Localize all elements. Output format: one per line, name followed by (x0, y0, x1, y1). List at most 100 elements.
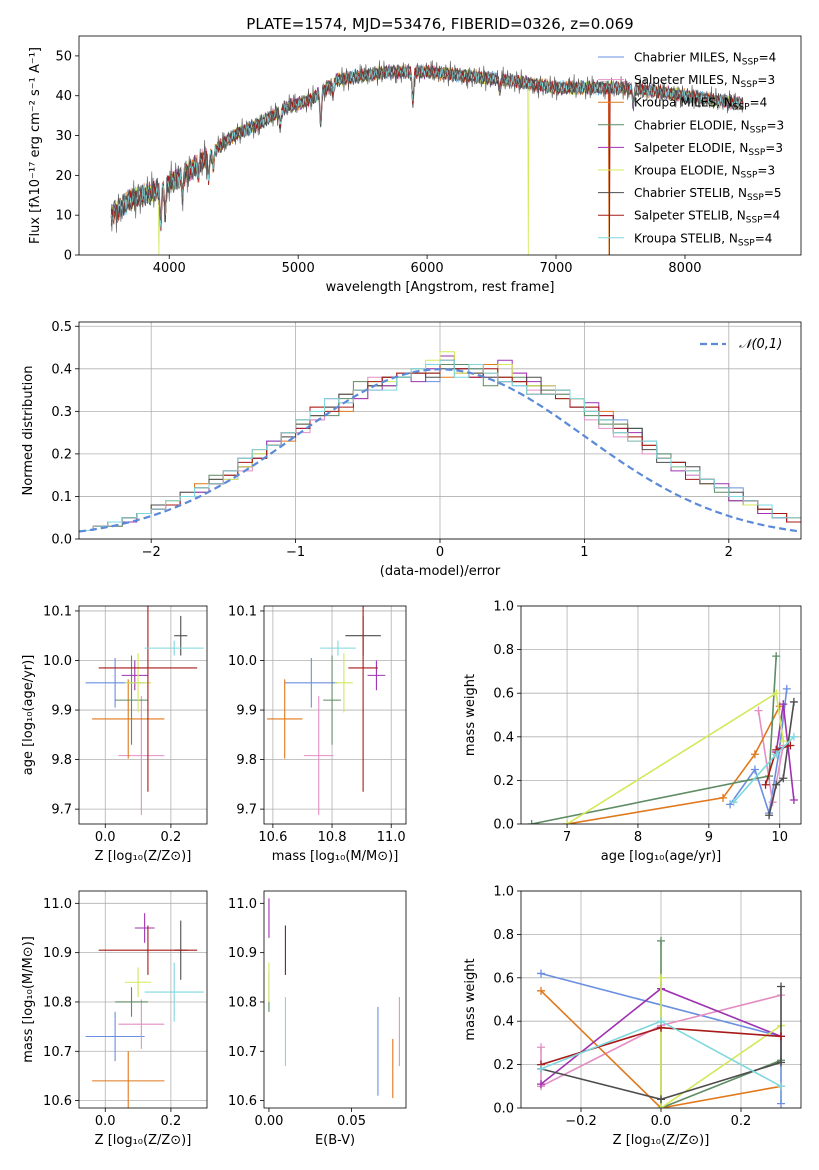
z-weight-weight-marker (777, 982, 785, 991)
legend-model-name: Chabrier MILES (634, 51, 725, 65)
z-mass-y-axis-label: mass [log₁₀(M/M⊙)] (21, 936, 36, 1063)
spectrum-observed-line (110, 60, 744, 233)
legend-model-name: Kroupa ELODIE (634, 164, 724, 178)
legend-equals: = (763, 209, 773, 223)
legend-equals: = (765, 141, 775, 155)
z-mass-y-tick-label: 10.6 (43, 1094, 72, 1109)
age-mass-weight-panel: 7 8 9 10 0.0 0.2 0.4 0.6 0.8 1.0 age [log₁₀(age/yr… (463, 600, 802, 864)
spectrum-y-tick-label: 0 (64, 249, 72, 264)
spectrum-panel: 4000 5000 6000 7000 8000 0 10 20 30 40 50 wavelengt… (28, 35, 802, 295)
age-weight-plot-area (527, 652, 798, 824)
z-weight-y-tick-label: 0.0 (493, 1102, 514, 1117)
metallicity-mass-weight-panel: −0.2 0.0 0.2 0.0 0.2 0.4 0.6 0.8 1.0 Z [log₁₀(Z/Z… (463, 885, 802, 1148)
legend-entry-label: Chabrier MILES, NSSP=4 (634, 51, 776, 68)
residuals-y-tick-label: 0.1 (51, 490, 72, 505)
ebv-mass-x-tick-label: 0.05 (337, 1114, 366, 1129)
z-weight-weight-marker (657, 973, 665, 982)
residuals-y-tick-label: 0.0 (51, 533, 72, 548)
legend-equals: = (750, 96, 760, 110)
z-weight-axes-frame (520, 890, 802, 1109)
z-weight-y-tick-label: 0.6 (493, 971, 514, 986)
z-weight-y-tick-label: 0.8 (493, 928, 514, 943)
z-weight-x-axis-label: Z [log₁₀(Z/Z⊙)] (613, 1133, 710, 1148)
spectrum-plot-area (110, 60, 744, 255)
z-weight-weight-line (540, 986, 782, 1101)
age-weight-weight-marker (729, 798, 738, 807)
legend-ssp-count: 5 (774, 186, 782, 200)
age-weight-weight-marker (789, 697, 798, 706)
legend-entry-label: Kroupa STELIB, NSSP=4 (634, 231, 772, 248)
metallicity-age-panel: 0.0 0.2 9.7 9.8 9.9 10.0 10.1 Z [log₁₀(Z/Z⊙)] ag… (21, 604, 208, 864)
legend-separator: , N (730, 186, 747, 200)
mass-age-x-axis-label: mass [log₁₀(M/M⊙)] (272, 849, 399, 864)
residuals-y-tick-label: 0.5 (51, 320, 72, 335)
z-age-axes-frame (78, 605, 208, 825)
legend-subscript: SSP (750, 125, 767, 135)
z-weight-weight-marker (537, 969, 545, 978)
z-age-x-tick-label: 0.2 (161, 830, 182, 845)
legend-subscript: SSP (742, 58, 759, 68)
residuals-x-tick-label: 0 (436, 545, 444, 560)
mass-age-plot-area (266, 606, 386, 816)
legend-equals: = (766, 118, 776, 132)
legend-model-name: Chabrier STELIB (634, 186, 730, 200)
z-age-y-tick-label: 9.8 (51, 753, 72, 768)
z-weight-weight-marker (777, 1032, 785, 1041)
spectrum-axes-frame (78, 35, 802, 256)
spectrum-y-tick-label: 20 (55, 169, 72, 184)
legend-model-name: Salpeter MILES (634, 73, 724, 87)
age-weight-weight-marker (750, 765, 759, 774)
residual-histogram-step (79, 359, 801, 531)
legend-equals: = (755, 231, 765, 245)
residuals-plot-area (79, 351, 801, 533)
age-weight-weight-marker (563, 820, 572, 824)
mass-age-y-tick-label: 9.7 (236, 803, 257, 818)
residuals-x-tick-label: 1 (580, 545, 588, 560)
z-weight-x-tick-label: −0.2 (565, 1114, 597, 1129)
age-weight-y-tick-label: 0.2 (493, 774, 514, 789)
residuals-y-axis-label: Normed distribution (21, 366, 36, 496)
age-weight-y-tick-label: 0.0 (493, 818, 514, 833)
age-weight-x-tick-label: 9 (705, 830, 713, 845)
z-weight-weight-marker (537, 1043, 545, 1052)
age-weight-weight-marker (750, 750, 759, 759)
ebv-mass-y-tick-label: 10.8 (228, 995, 257, 1010)
age-weight-weight-marker (765, 811, 774, 820)
legend-ssp-count: 4 (773, 209, 781, 223)
age-weight-weight-marker (789, 796, 798, 805)
z-weight-weight-marker (657, 936, 665, 945)
spectrum-x-tick-label: 4000 (153, 261, 186, 276)
age-weight-weight-marker (719, 793, 728, 802)
legend-separator: , N (716, 96, 733, 110)
legend-entry-label: Chabrier STELIB, NSSP=5 (634, 186, 782, 203)
z-mass-x-axis-label: Z [log₁₀(Z/Z⊙)] (95, 1133, 192, 1148)
legend-ssp-count: 4 (765, 231, 773, 245)
spectrum-x-tick-label: 7000 (539, 261, 572, 276)
age-weight-weight-marker (772, 780, 781, 789)
metallicity-mass-panel: 0.0 0.2 10.6 10.7 10.8 10.9 11.0 Z [log₁₀(Z/Z⊙)… (21, 890, 208, 1148)
z-age-y-axis-label: age [log₁₀(age/yr)] (21, 655, 36, 776)
gaussian-reference-curve (79, 368, 801, 533)
residuals-y-tick-label: 0.3 (51, 405, 72, 420)
age-weight-weight-marker (779, 774, 788, 783)
mass-age-x-tick-label: 10.8 (318, 830, 347, 845)
ebv-mass-y-tick-label: 10.6 (228, 1094, 257, 1109)
legend-equals: = (764, 186, 774, 200)
z-mass-y-tick-label: 10.7 (43, 1045, 72, 1060)
z-mass-y-tick-label: 10.8 (43, 995, 72, 1010)
age-weight-weight-marker (754, 706, 763, 715)
legend-equals: = (759, 51, 769, 65)
age-weight-x-tick-label: 10 (771, 830, 788, 845)
residuals-axes-frame (78, 321, 802, 540)
legend-ssp-count: 4 (769, 51, 777, 65)
residual-histogram-panel: −2 −1 0 1 2 0.0 0.1 0.2 0.3 0.4 0.5 (data-model)/er… (21, 320, 802, 579)
age-weight-y-tick-label: 1.0 (493, 600, 514, 615)
z-mass-y-tick-label: 11.0 (43, 897, 72, 912)
age-weight-x-tick-label: 7 (563, 830, 571, 845)
legend-separator: , N (725, 51, 742, 65)
z-weight-weight-marker (537, 986, 545, 995)
legend-entry-label: Salpeter ELODIE, NSSP=3 (634, 141, 783, 158)
age-weight-weight-line (531, 656, 777, 824)
mass-age-y-tick-label: 10.1 (228, 604, 257, 619)
age-weight-axes-frame (520, 605, 802, 825)
